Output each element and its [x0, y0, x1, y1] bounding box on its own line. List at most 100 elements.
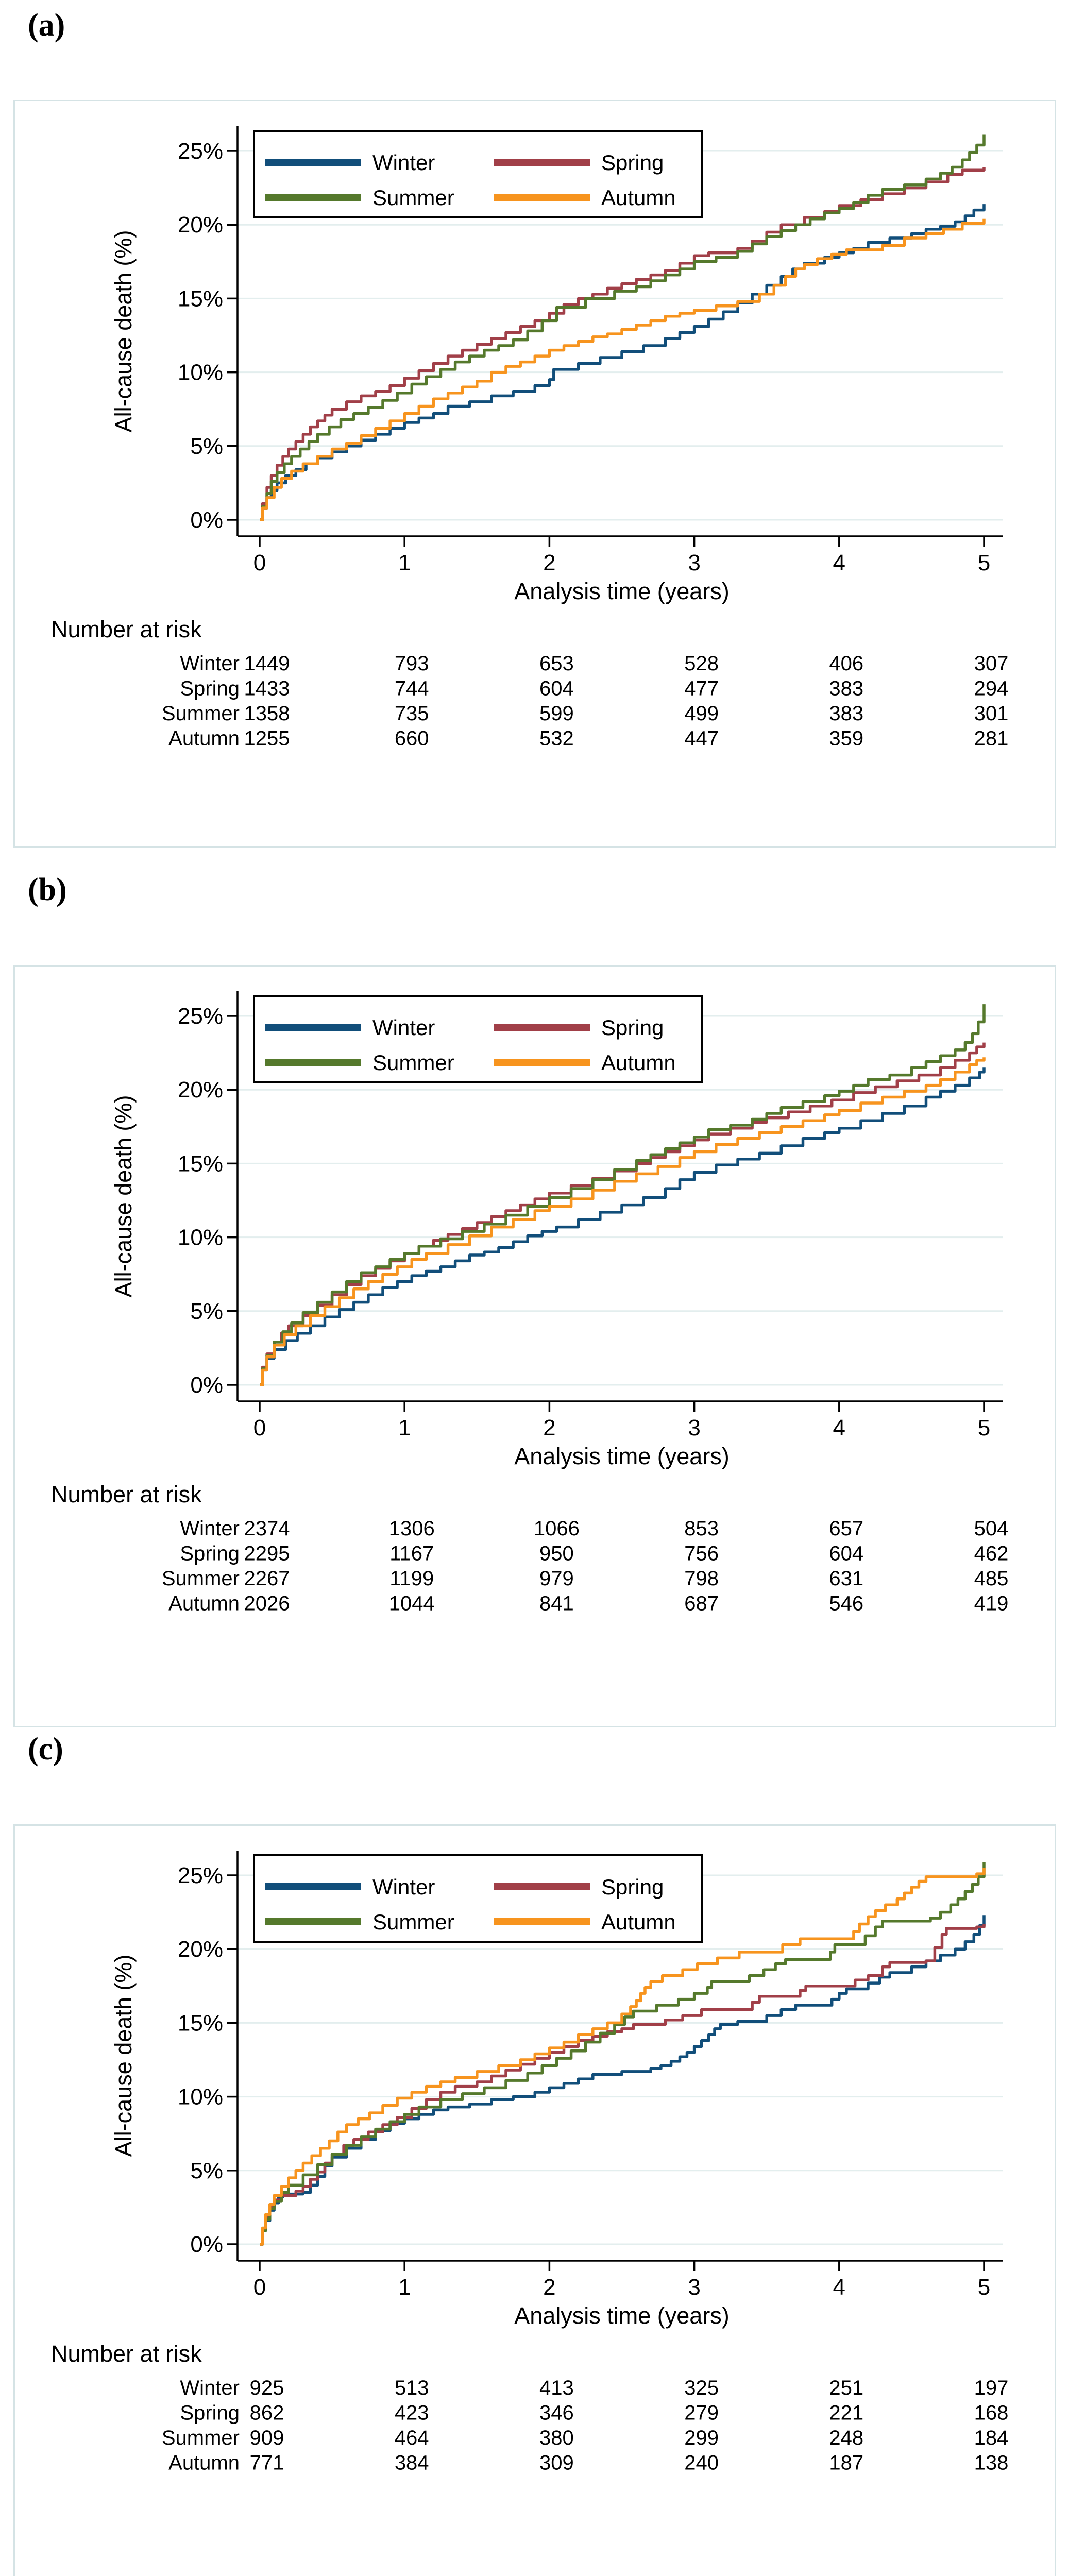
risk-value: 325 [684, 2377, 719, 2399]
risk-value: 657 [829, 1517, 863, 1540]
risk-value: 309 [539, 2452, 574, 2475]
risk-value: 756 [684, 1543, 719, 1565]
risk-value: 184 [974, 2427, 1009, 2449]
risk-value: 462 [974, 1543, 1009, 1565]
panel-label-b: (b) [28, 872, 67, 907]
y-tick-label: 25% [178, 139, 223, 164]
y-tick-label: 15% [178, 1151, 223, 1176]
risk-value: 841 [539, 1592, 574, 1615]
survival-chart-b: 0% 5% 10% 15% 20% 25% 0 1 2 3 4 5 All-cause death (%… [51, 991, 1009, 1615]
y-tick-label: 25% [178, 1004, 223, 1029]
figure-panel-c: 0% 5% 10% 15% 20% 25% 0 1 2 3 4 5 All-cause death (%… [13, 1824, 1056, 2576]
legend-label-autumn: Autumn [601, 185, 676, 210]
figure-panel-b: 0% 5% 10% 15% 20% 25% 0 1 2 3 4 5 All-cause death (%… [13, 965, 1056, 1727]
legend-label-summer: Summer [372, 185, 454, 210]
risk-row-label: Autumn [168, 1592, 240, 1615]
risk-value: 221 [829, 2402, 863, 2425]
series-line-winter [260, 1915, 986, 2246]
legend-label-spring: Spring [601, 1875, 664, 1899]
risk-value: 477 [684, 677, 719, 700]
x-tick-label: 2 [543, 2275, 555, 2300]
risk-value: 281 [974, 727, 1009, 750]
legend-box [253, 130, 703, 218]
y-tick-label: 15% [178, 2010, 223, 2036]
risk-value: 384 [395, 2452, 429, 2475]
risk-row-label: Winter [180, 1517, 240, 1540]
legend-label-autumn: Autumn [601, 1910, 676, 1934]
risk-row-label: Spring [180, 677, 240, 700]
survival-chart-a: 0% 5% 10% 15% 20% 25% 0 1 2 3 4 5 All-cause death (%… [51, 126, 1009, 750]
y-tick-label: 0% [190, 507, 223, 533]
figure-panel-a: 0% 5% 10% 15% 20% 25% 0 1 2 3 4 5 All-cause death (%… [13, 100, 1056, 848]
risk-value: 301 [974, 702, 1009, 725]
series-line-autumn [260, 1057, 986, 1386]
risk-value: 599 [539, 702, 574, 725]
x-tick-label: 4 [833, 550, 845, 575]
x-tick-label: 0 [253, 2275, 266, 2300]
risk-value: 528 [684, 652, 719, 675]
risk-value: 423 [395, 2402, 429, 2425]
risk-value: 2374 [244, 1517, 290, 1540]
x-tick-label: 3 [688, 2275, 700, 2300]
panel-label-a: (a) [28, 8, 65, 43]
risk-row-label: Summer [162, 702, 240, 725]
risk-row-label: Summer [162, 1567, 240, 1590]
legend-box [253, 995, 703, 1083]
risk-value: 744 [395, 677, 429, 700]
risk-value: 604 [829, 1543, 863, 1565]
y-tick-label: 20% [178, 1937, 223, 1962]
risk-value: 1255 [244, 727, 290, 750]
risk-row-label: Winter [180, 652, 240, 675]
risk-value: 240 [684, 2452, 719, 2475]
x-tick-label: 4 [833, 2275, 845, 2300]
risk-value: 406 [829, 652, 863, 675]
series-line-winter [260, 1067, 986, 1386]
risk-row-label: Spring [180, 2402, 240, 2425]
risk-value: 499 [684, 702, 719, 725]
risk-row-label: Spring [180, 1543, 240, 1565]
legend-label-summer: Summer [372, 1050, 454, 1075]
risk-value: 138 [974, 2452, 1009, 2475]
legend-label-spring: Spring [601, 150, 664, 175]
risk-value: 419 [974, 1592, 1009, 1615]
x-tick-label: 1 [398, 2275, 411, 2300]
risk-value: 2267 [244, 1567, 290, 1590]
x-tick-label: 5 [978, 550, 990, 575]
risk-value: 197 [974, 2377, 1009, 2399]
x-tick-label: 0 [253, 1415, 266, 1440]
series-line-spring [260, 167, 986, 521]
risk-value: 735 [395, 702, 429, 725]
risk-value: 2295 [244, 1543, 290, 1565]
risk-value: 504 [974, 1517, 1009, 1540]
y-axis-title: All-cause death (%) [110, 1955, 137, 2157]
risk-value: 771 [250, 2452, 284, 2475]
risk-row-label: Autumn [168, 727, 240, 750]
risk-value: 299 [684, 2427, 719, 2449]
x-tick-label: 3 [688, 550, 700, 575]
x-tick-label: 1 [398, 1415, 411, 1440]
series-line-summer [260, 134, 986, 521]
series-line-autumn [260, 1868, 986, 2246]
x-tick-label: 3 [688, 1415, 700, 1440]
risk-value: 279 [684, 2402, 719, 2425]
risk-value: 383 [829, 702, 863, 725]
risk-value: 307 [974, 652, 1009, 675]
risk-value: 631 [829, 1567, 863, 1590]
risk-row-label: Autumn [168, 2452, 240, 2475]
y-axis-title: All-cause death (%) [110, 1095, 137, 1298]
number-at-risk-header: Number at risk [51, 616, 202, 642]
y-tick-label: 10% [178, 1225, 223, 1250]
x-tick-label: 5 [978, 2275, 990, 2300]
risk-value: 447 [684, 727, 719, 750]
survival-chart-c: 0% 5% 10% 15% 20% 25% 0 1 2 3 4 5 All-cause death (%… [51, 1851, 1009, 2475]
risk-value: 1449 [244, 652, 290, 675]
risk-value: 798 [684, 1567, 719, 1590]
y-tick-label: 5% [190, 1299, 223, 1324]
y-tick-label: 5% [190, 2158, 223, 2183]
risk-value: 925 [250, 2377, 284, 2399]
x-tick-label: 1 [398, 550, 411, 575]
y-tick-label: 15% [178, 286, 223, 311]
x-tick-label: 2 [543, 1415, 555, 1440]
risk-value: 359 [829, 727, 863, 750]
legend-label-winter: Winter [372, 150, 435, 175]
